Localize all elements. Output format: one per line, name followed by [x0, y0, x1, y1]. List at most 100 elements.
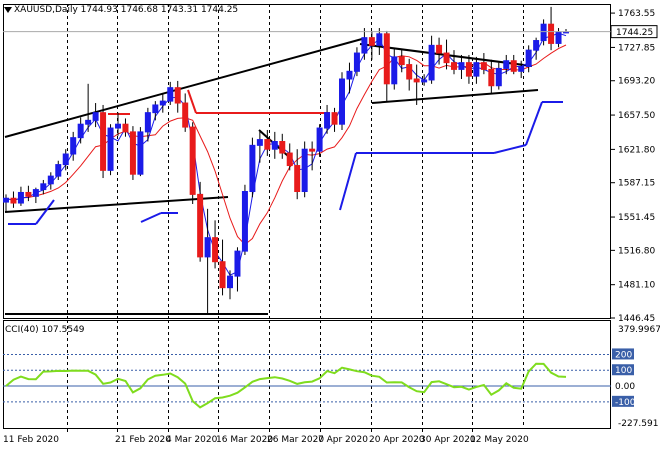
candle-body	[436, 44, 443, 54]
current-price-tag: 1744.25	[616, 28, 653, 38]
candle-body	[32, 189, 39, 197]
trend-line	[4, 196, 229, 213]
trend-line	[371, 89, 539, 104]
candle-body	[152, 104, 159, 114]
candle-body	[451, 62, 457, 70]
price-tick-label: 1481.10	[618, 281, 655, 291]
candle-body	[339, 78, 345, 125]
candle-body	[368, 37, 375, 46]
cci-level-label: 0.00	[615, 382, 635, 392]
candle-body	[555, 31, 562, 44]
candle-body	[376, 33, 383, 46]
price-tick-label: 1621.80	[618, 145, 655, 155]
candle-body	[197, 193, 204, 258]
date-label: 21 Feb 2020	[115, 435, 171, 445]
trend-line	[35, 199, 55, 225]
price-tick-label: 1657.50	[618, 111, 655, 121]
candle-body	[159, 100, 166, 106]
candle-body	[421, 79, 428, 83]
date-label: 12 May 2020	[470, 435, 529, 445]
candle-body	[495, 67, 502, 87]
trend-line	[140, 212, 162, 223]
ohlc-open: 1744.93	[80, 5, 118, 15]
candle-body	[398, 56, 405, 66]
candle-body	[309, 148, 316, 152]
candle-body	[189, 126, 196, 195]
price-tick-label: 1693.20	[618, 77, 655, 87]
candle-body	[219, 261, 226, 289]
candle-body	[540, 23, 547, 42]
candle-body	[391, 56, 398, 85]
trend-line	[187, 89, 197, 114]
cci-level-tag-bg	[612, 348, 634, 360]
candle-body	[533, 40, 540, 51]
candle-body	[47, 175, 54, 185]
candle-body	[10, 197, 17, 204]
cci-header: CCI(40) 107.5549	[5, 325, 85, 336]
trend-line	[493, 144, 527, 154]
candle-body	[331, 112, 338, 125]
candle-body	[271, 141, 278, 150]
cci-level-label: 100	[615, 366, 632, 376]
candle-body	[227, 275, 233, 289]
cci-title: CCI(40)	[5, 325, 39, 335]
ohlc-close: 1744.25	[200, 5, 239, 15]
trend-line	[525, 101, 543, 146]
candle-body	[40, 183, 47, 191]
price-tick-label: 1516.80	[618, 246, 655, 256]
candle-body	[249, 144, 256, 193]
ohlc-high: 1746.68	[120, 5, 158, 15]
candle-body	[525, 49, 532, 68]
candle-body	[361, 37, 368, 54]
ma-slow-line	[5, 44, 567, 246]
cci-min-label: -227.591	[618, 419, 658, 429]
chart-header: XAUUSD,Daily 1744.93 1746.68 1743.31 174…	[4, 5, 238, 16]
candle-body	[413, 78, 420, 83]
candle-body	[428, 44, 435, 81]
candle-body	[488, 68, 495, 87]
cci-line	[5, 362, 567, 409]
candle-body	[346, 70, 353, 80]
candle-body	[204, 237, 211, 258]
price-tick-label: 1446.45	[618, 314, 655, 324]
date-label: 20 Apr 2020	[369, 435, 425, 445]
cci-level-label: -100	[615, 398, 636, 408]
candle-body	[3, 197, 9, 203]
candle-body	[122, 123, 129, 133]
candle-body	[264, 139, 271, 150]
candle-body	[518, 66, 525, 72]
date-label: 26 Mar 2020	[267, 435, 324, 445]
candle-body	[286, 152, 293, 167]
candle-body	[92, 112, 99, 121]
candle-body	[234, 250, 241, 277]
candle-body	[17, 191, 24, 204]
candle-body	[85, 119, 92, 125]
cci-pane-frame	[3, 320, 611, 429]
candle-body	[174, 87, 181, 104]
candle-body	[503, 60, 510, 69]
candle-body	[62, 153, 69, 166]
candle-body	[100, 112, 107, 171]
candle-body	[77, 123, 84, 139]
price-tick-label: 1763.55	[618, 9, 655, 19]
date-label: 16 Mar 2020	[216, 435, 273, 445]
symbol-label: XAUUSD,Daily	[14, 5, 78, 15]
date-label: 4 Mar 2020	[166, 435, 218, 445]
current-price-tag-bg	[610, 25, 658, 39]
candle-body	[458, 62, 465, 70]
candle-body	[465, 62, 472, 77]
candle-body	[294, 165, 301, 193]
candle-body	[129, 131, 136, 175]
candle-body	[25, 191, 32, 197]
candle-body	[256, 139, 263, 146]
candle-body	[548, 23, 555, 44]
candle-body	[115, 123, 121, 129]
candle-body	[480, 62, 487, 70]
cci-level-label: 200	[615, 350, 632, 360]
candle-body	[510, 60, 517, 72]
candle-body	[316, 127, 323, 152]
date-label: 7 Apr 2020	[318, 435, 368, 445]
cci-level-tag-bg	[612, 380, 634, 392]
cci-level-tag-bg	[612, 364, 634, 376]
